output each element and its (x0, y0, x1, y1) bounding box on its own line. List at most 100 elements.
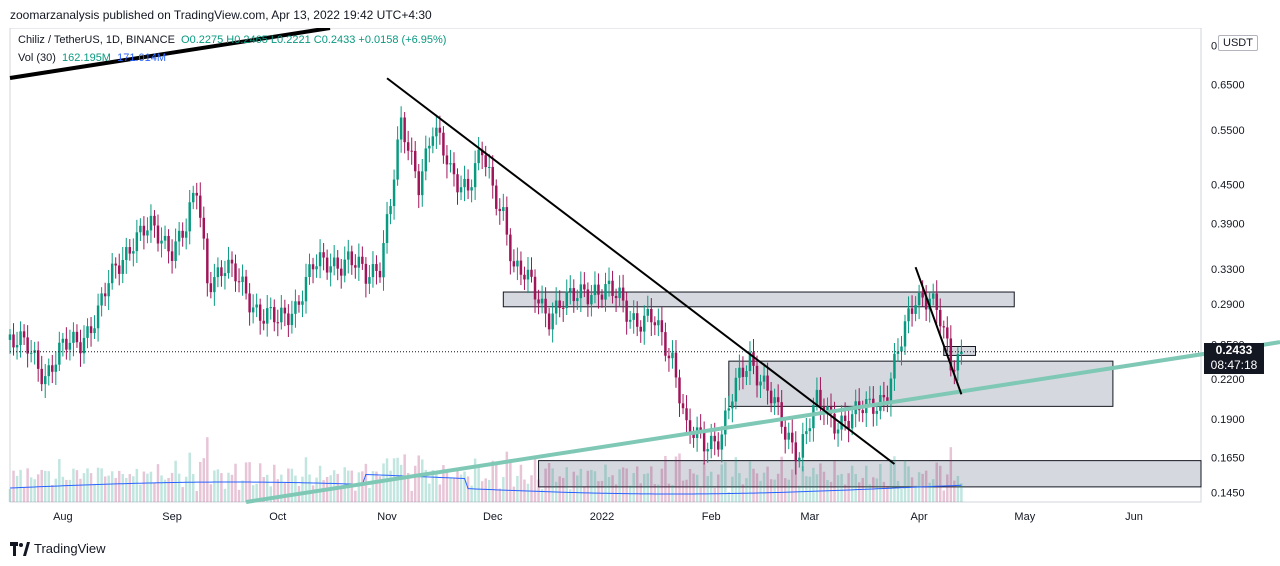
candle-body (191, 192, 195, 203)
volume-bar (565, 467, 568, 502)
volume-bar (265, 474, 269, 502)
volume-bar (907, 466, 910, 502)
currency-selector[interactable]: USDT (1218, 35, 1258, 51)
candle-body (445, 155, 449, 165)
candle-body (417, 171, 420, 196)
volume-bar (480, 481, 484, 502)
volume-bar (576, 475, 579, 502)
candle-body (329, 266, 332, 273)
volume-bar (558, 476, 561, 502)
candle-body (255, 304, 258, 308)
candle-body (924, 297, 928, 310)
volume-bar (569, 489, 572, 502)
candle-body (949, 338, 953, 371)
volume-bar (879, 463, 882, 502)
candle-body (921, 293, 924, 298)
candle-body (590, 295, 593, 305)
candle-body (354, 265, 357, 268)
candle-body (216, 267, 220, 278)
chart-area[interactable]: 0.75000.65000.55000.45000.39000.33000.29… (0, 28, 1280, 530)
candle-body (780, 402, 783, 427)
candle-body (815, 389, 819, 406)
volume-bar (791, 469, 794, 502)
candle-body (643, 315, 646, 332)
volume-bar (688, 469, 692, 502)
candle-body (160, 240, 163, 244)
volume-bar (421, 459, 424, 502)
candle-body (516, 260, 519, 267)
candle-body (579, 284, 583, 299)
candle-body (392, 179, 396, 207)
candle-body (487, 166, 491, 168)
volume-bar (748, 461, 752, 502)
volume-bar (431, 470, 435, 502)
last-price-tag: 0.2433 08:47:18 (1204, 343, 1264, 374)
volume-bar (752, 468, 755, 502)
candle-body (533, 276, 537, 300)
candle-body (40, 368, 43, 385)
candle-body (315, 266, 318, 270)
volume-bar (75, 470, 79, 502)
volume-bar (526, 483, 530, 502)
volume-bar (477, 466, 480, 502)
volume-bar (287, 468, 290, 502)
resistance-trendline (386, 77, 896, 465)
volume-bar (410, 490, 413, 502)
y-tick-label: 0.1650 (1211, 452, 1245, 464)
volume-bar (667, 483, 671, 502)
candle-body (163, 235, 167, 241)
price-chart[interactable]: 0.75000.65000.55000.45000.39000.33000.29… (0, 28, 1280, 530)
volume-bar (720, 464, 724, 502)
candle-body (290, 313, 294, 326)
candle-body (153, 215, 156, 226)
candle-body (170, 251, 174, 261)
volume-bar (695, 474, 699, 502)
candle-body (276, 322, 280, 324)
volume-bar (181, 487, 184, 502)
volume-bar (79, 478, 82, 502)
volume-bar (939, 465, 942, 502)
bar-countdown: 08:47:18 (1210, 358, 1258, 372)
volume-bar (8, 489, 12, 502)
candle-body (667, 355, 671, 359)
publish-info: zoomarzanalysis published on TradingView… (10, 8, 432, 22)
volume-bar (865, 465, 868, 502)
candle-body (576, 298, 579, 302)
candle-body (311, 264, 315, 270)
candle-body (731, 401, 734, 409)
candle-body (717, 441, 720, 450)
candle-body (917, 293, 921, 306)
volume-bar (413, 465, 417, 502)
volume-bar (406, 472, 410, 502)
volume-bar (635, 466, 639, 502)
candle-body (502, 207, 505, 212)
candle-body (121, 260, 124, 274)
candle-body (301, 301, 304, 305)
volume-bar (269, 486, 272, 502)
candle-body (280, 307, 283, 323)
candle-body (442, 132, 445, 156)
lines-layer (9, 28, 1280, 504)
footer-brand[interactable]: TradingView (10, 541, 106, 556)
volume-bar (304, 457, 308, 502)
candle-body (759, 381, 762, 386)
volume-bar (118, 470, 121, 502)
candle-body (931, 293, 935, 299)
volume-bar (713, 487, 716, 502)
volume-bar (58, 459, 61, 502)
candle-body (843, 415, 847, 422)
candle-body (47, 365, 50, 377)
volume-bar (787, 479, 790, 502)
candle-body (681, 403, 685, 409)
volume-bar (847, 473, 850, 502)
volume-bar (734, 457, 738, 502)
candle-body (889, 378, 893, 405)
volume-bar (174, 460, 177, 502)
candle-body (773, 397, 776, 404)
volume-bar (551, 468, 554, 502)
legend-volume-value: 162.195M (62, 52, 111, 64)
volume-layer (8, 437, 963, 502)
candle-body (470, 187, 473, 191)
volume-bar (561, 477, 565, 502)
candle-body (195, 192, 198, 196)
